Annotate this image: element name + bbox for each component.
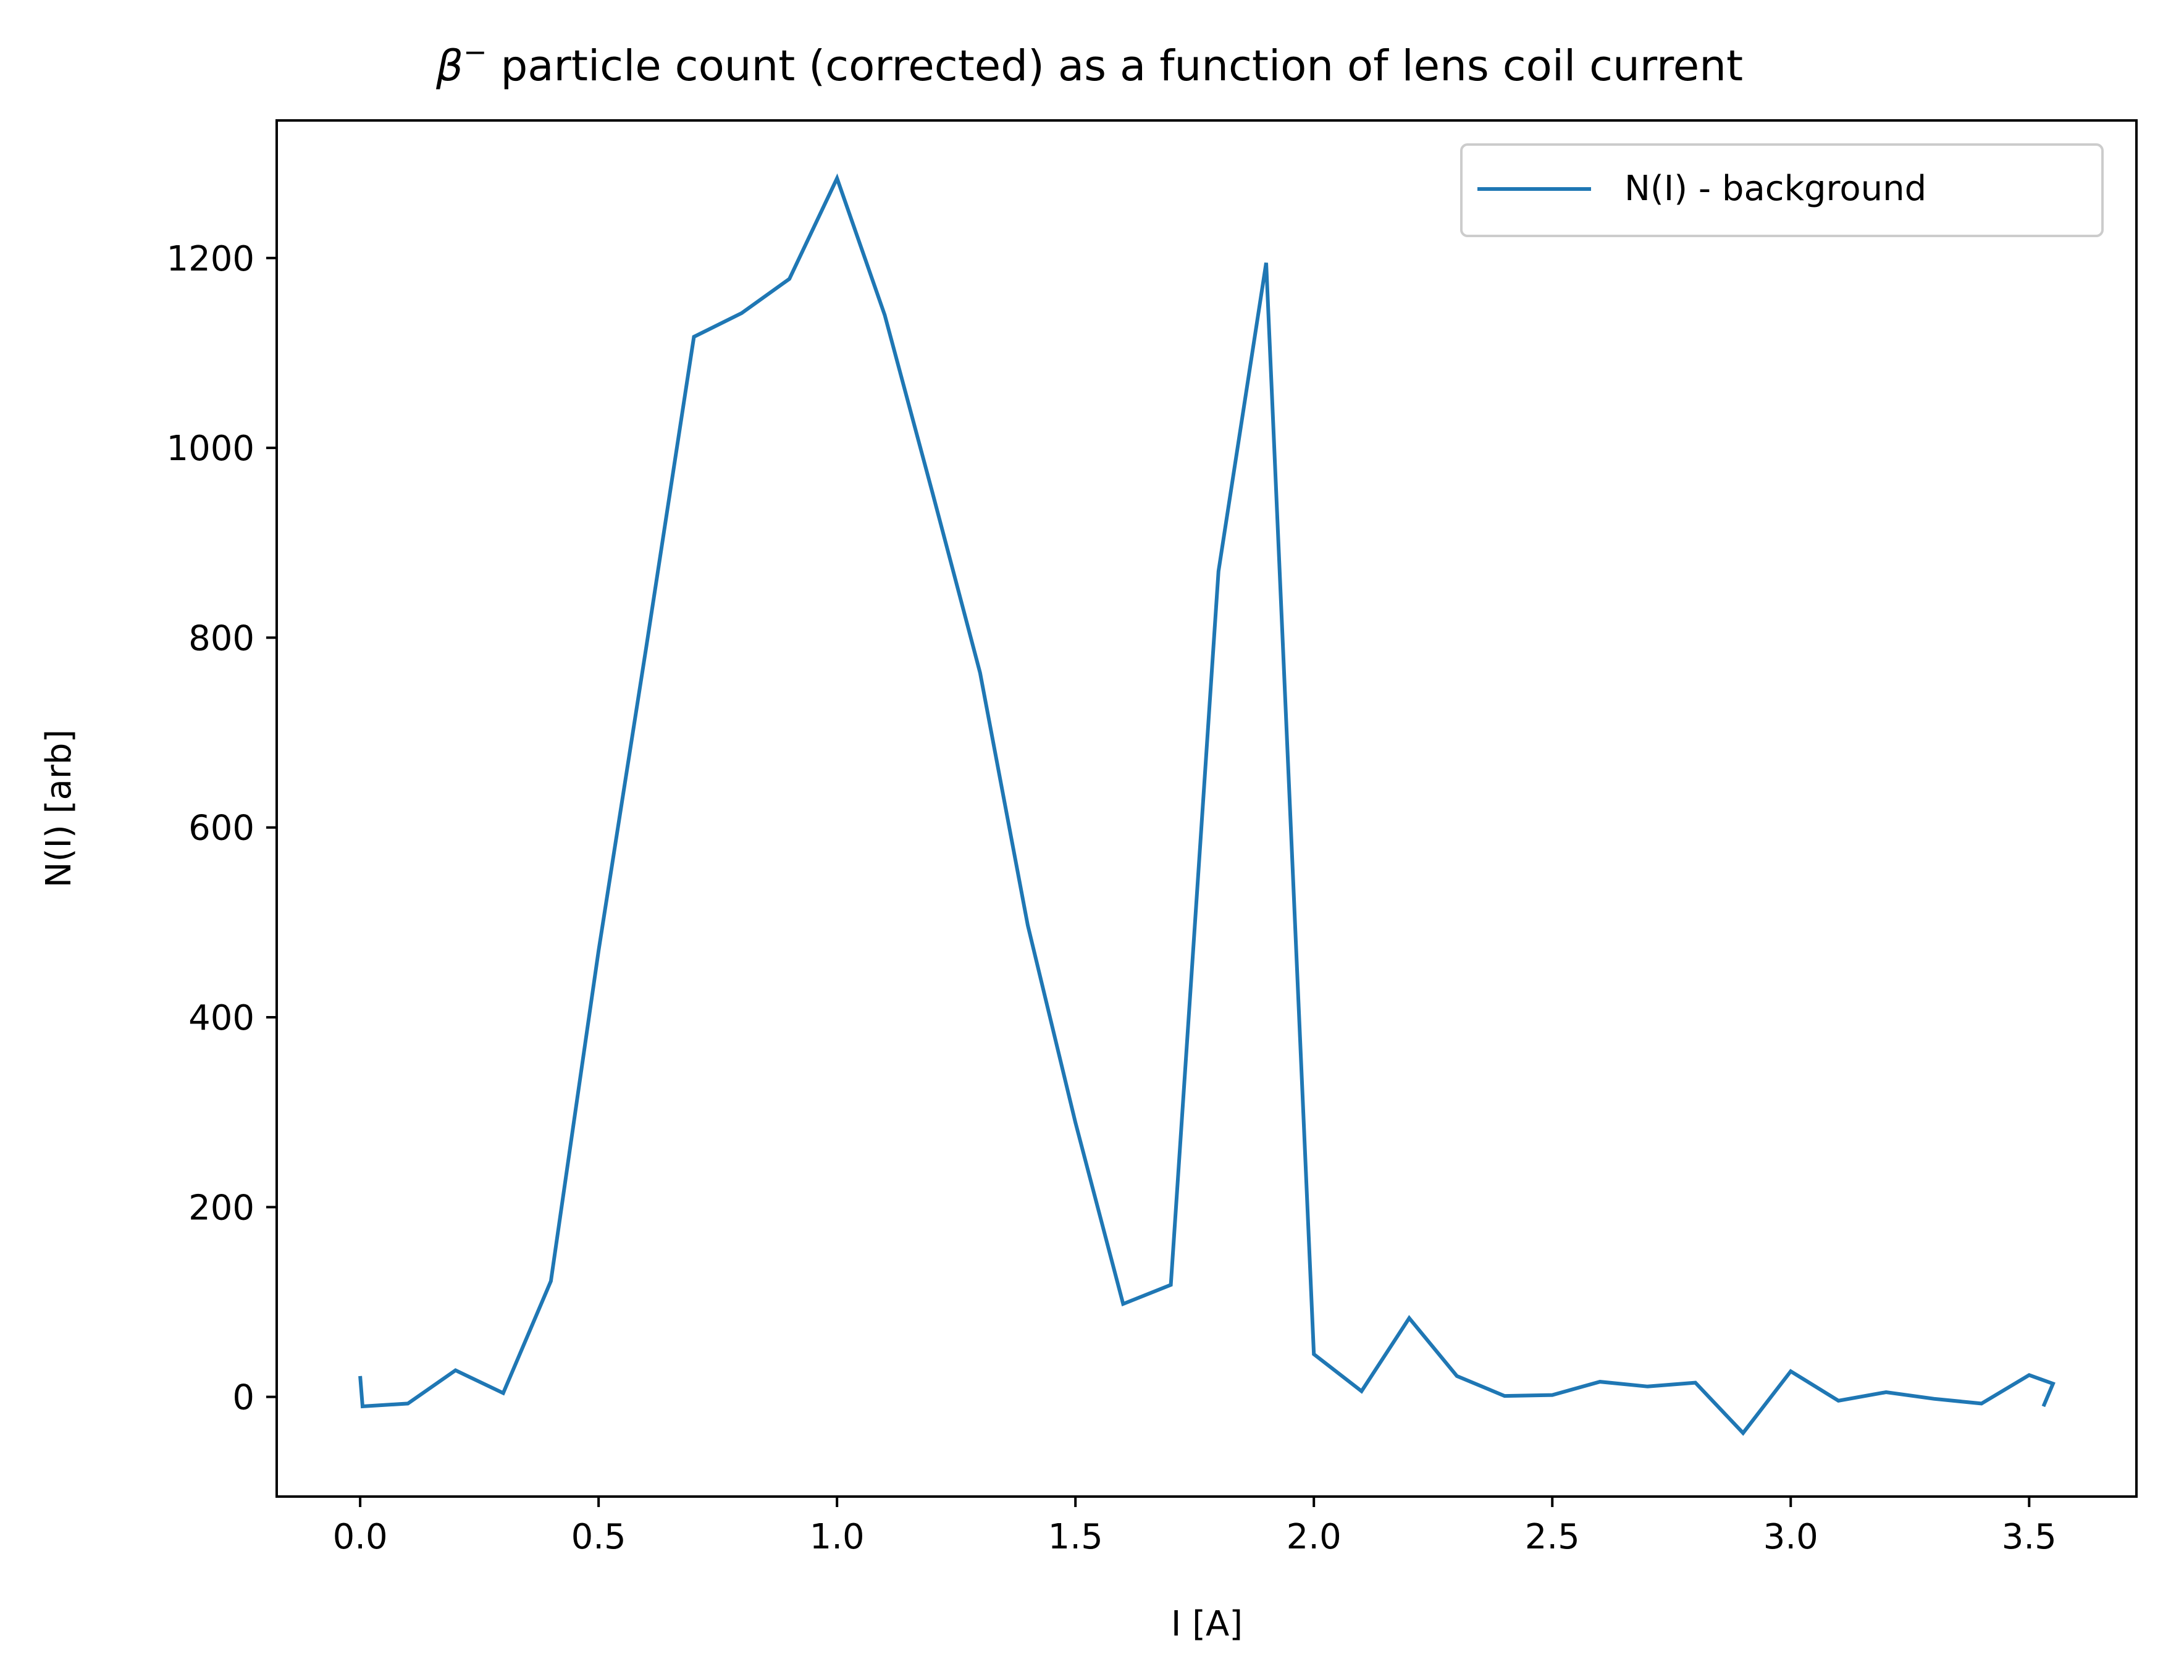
x-axis-ticks: 0.0 0.5 1.0 1.5 2.0 2.5 3.0 3.5: [333, 1497, 2057, 1557]
x-tick-label: 3.0: [1763, 1517, 1818, 1557]
y-tick-label: 800: [188, 618, 254, 658]
x-axis-label: I [A]: [1171, 1604, 1243, 1644]
title-superscript: −: [463, 35, 487, 69]
y-axis-label: N(I) [arb]: [39, 729, 79, 888]
y-tick-label: 200: [188, 1188, 254, 1228]
y-tick-label: 0: [232, 1378, 254, 1418]
x-tick-label: 3.5: [2002, 1517, 2057, 1557]
x-tick-label: 2.0: [1287, 1517, 1342, 1557]
title-text: particle count (corrected) as a function…: [487, 41, 1744, 91]
series-line: [358, 173, 2056, 1436]
y-axis-ticks: 0 200 400 600 800 1000 1200: [166, 239, 277, 1418]
series-group: [358, 173, 2056, 1436]
x-tick-label: 2.5: [1525, 1517, 1580, 1557]
legend-label: N(I) - background: [1624, 169, 1926, 209]
y-tick-label: 600: [188, 808, 254, 849]
chart-title: β− particle count (corrected) as a funct…: [435, 35, 1743, 91]
plot-background: [277, 120, 2136, 1497]
x-tick-label: 1.0: [810, 1517, 865, 1557]
x-tick-label: 0.0: [333, 1517, 388, 1557]
y-tick-label: 1200: [166, 239, 254, 279]
y-tick-label: 400: [188, 998, 254, 1038]
y-tick-label: 1000: [166, 429, 254, 469]
legend-box: [1460, 143, 2104, 237]
plot-area: [275, 119, 2138, 1498]
title-beta-symbol: β: [435, 41, 463, 91]
legend: N(I) - background: [1460, 143, 2104, 237]
x-tick-label: 0.5: [571, 1517, 626, 1557]
x-tick-label: 1.5: [1048, 1517, 1103, 1557]
plot-frame: [275, 119, 2138, 1498]
